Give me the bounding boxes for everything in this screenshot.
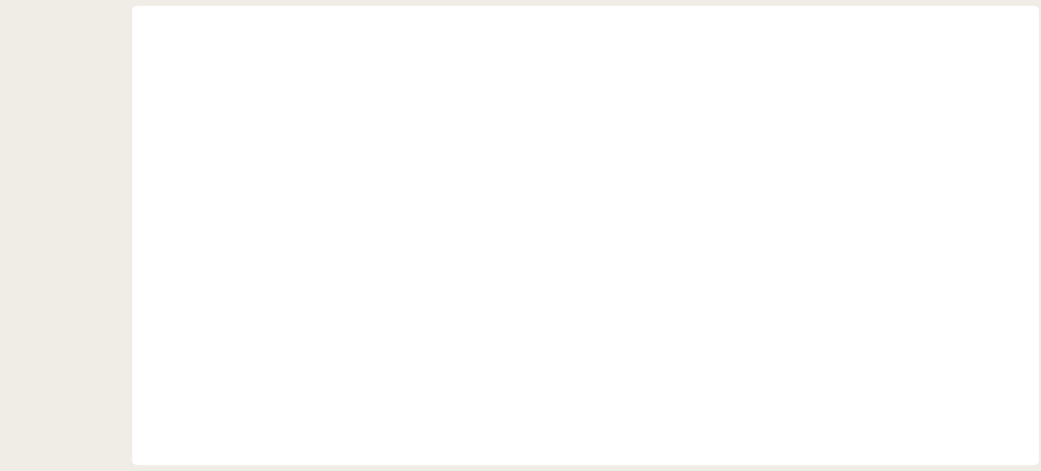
Text: By Laplace transform: By Laplace transform xyxy=(143,293,509,322)
Text: the following initial and boundary: the following initial and boundary xyxy=(143,150,726,179)
Text: u(0,t)=0, u(1,t)=0, t≥0: u(0,t)=0, u(1,t)=0, t≥0 xyxy=(143,263,537,292)
Text: u(x,0) = sin(πx), ut(x,0) = 0, 0 ≤ x ≤ 1,: u(x,0) = sin(πx), ut(x,0) = 0, 0 ≤ x ≤ 1… xyxy=(143,234,811,262)
Text: utt −uxx =0, 0<x<1, t>0, along with: utt −uxx =0, 0<x<1, t>0, along with xyxy=(143,121,770,150)
Text: of the wave equation: of the wave equation xyxy=(143,67,507,96)
Text: conditions:: conditions: xyxy=(143,180,334,209)
Text: Find the explicit finite difference solution: Find the explicit finite difference solu… xyxy=(143,37,859,66)
